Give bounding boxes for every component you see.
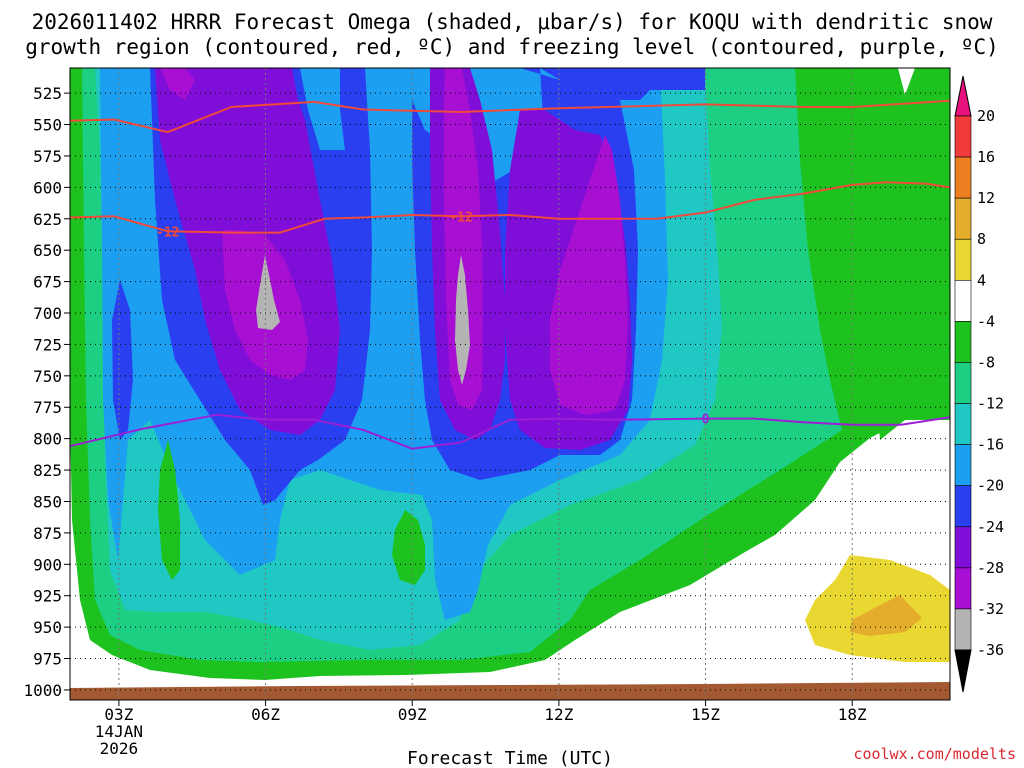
colorbar-swatch-12	[954, 608, 972, 651]
colorbar-label-11: -28	[977, 559, 1004, 577]
y-tick-label-850: 850	[33, 492, 62, 511]
colorbar-label-8: -16	[977, 436, 1004, 454]
colorbar-label-3: 8	[977, 230, 986, 248]
contour-line-1	[70, 181, 950, 234]
colorbar-swatch-8	[954, 444, 972, 486]
omega-shaded-field: -12 0 -12	[70, 68, 950, 700]
colorbar-label-0: 20	[977, 107, 995, 125]
x-tick-label-18Z: 18Z	[838, 705, 867, 724]
field-omega-minus28-c	[444, 68, 483, 410]
y-tick-label-625: 625	[33, 210, 62, 229]
contour-label-2: 0	[702, 413, 710, 428]
colorbar-label-12: -32	[977, 600, 1004, 618]
colorbar-label-13: -36	[977, 641, 1004, 659]
colorbar-swatch-4	[954, 280, 972, 322]
y-tick-label-825: 825	[33, 461, 62, 480]
contour-label-1b: -12	[449, 210, 472, 225]
field-omega-minus32-a	[256, 255, 280, 330]
chart-title-line1: 2026011402 HRRR Forecast Omega (shaded, …	[32, 10, 993, 34]
y-tick-label-750: 750	[33, 367, 62, 386]
colorbar-label-4: 4	[977, 271, 986, 289]
colorbar-label-10: -24	[977, 518, 1004, 536]
field-omega-minus20-b	[112, 280, 133, 440]
x-tick-year: 2026	[100, 739, 139, 758]
colorbar-bottom-arrow	[954, 649, 972, 693]
plot-frame	[69, 67, 951, 701]
y-tick-label-600: 600	[33, 178, 62, 197]
colorbar: 20 16 12 8 4 -4 -8 -12 -16 -20 -24 -28 -32 -36	[954, 75, 1004, 693]
field-omega-minus28-d	[550, 135, 628, 415]
y-tick-label-975: 975	[33, 650, 62, 669]
x-tick-label-09Z: 09Z	[398, 705, 427, 724]
field-omega-plus8	[850, 595, 922, 636]
colorbar-swatch-7	[954, 403, 972, 445]
colorbar-swatch-10	[954, 526, 972, 569]
y-tick-label-1000: 1000	[23, 681, 62, 700]
y-tick-label-900: 900	[33, 555, 62, 574]
contour-line-0	[70, 99, 950, 134]
y-tick-label-650: 650	[33, 241, 62, 260]
y-tick-label-525: 525	[33, 84, 62, 103]
colorbar-swatch-1	[954, 156, 972, 199]
colorbar-swatch-0	[954, 115, 972, 158]
colorbar-label-5: -4	[977, 312, 995, 330]
field-omega-minus20-d	[470, 68, 705, 100]
temperature-contours: -12 0 -12	[70, 99, 950, 450]
contour-label-1: -12	[156, 225, 179, 240]
colorbar-label-7: -12	[977, 395, 1004, 413]
colorbar-swatch-2	[954, 197, 972, 240]
y-tick-label-550: 550	[33, 116, 62, 135]
colorbar-label-9: -20	[977, 477, 1004, 495]
y-tick-label-725: 725	[33, 335, 62, 354]
colorbar-swatch-3	[954, 238, 972, 281]
x-tick-date: 14JAN	[95, 722, 143, 741]
x-tick-label-06Z: 06Z	[251, 705, 280, 724]
colorbar-swatch-11	[954, 567, 972, 610]
y-tick-label-775: 775	[33, 398, 62, 417]
credit-text: coolwx.com/modelts	[853, 745, 1016, 763]
colorbar-label-2: 12	[977, 189, 995, 207]
x-tick-label-15Z: 15Z	[691, 705, 720, 724]
field-omega-minus4-lobe-a	[158, 440, 180, 580]
colorbar-swatch-6	[954, 362, 972, 404]
y-tick-label-575: 575	[33, 147, 62, 166]
colorbar-label-6: -8	[977, 353, 995, 371]
contour-line-2	[70, 413, 950, 450]
chart-title-line2: growth region (contoured, red, ºC) and f…	[25, 35, 999, 59]
y-tick-label-950: 950	[33, 618, 62, 637]
y-tick-label-700: 700	[33, 304, 62, 323]
colorbar-swatch-5	[954, 321, 972, 363]
field-omega-neutral-notch	[898, 68, 915, 95]
x-tick-label-03Z: 03Z	[104, 705, 133, 724]
y-axis: 525 550 575 600 625 650 675 700 725 750 775 800 825 8…	[23, 84, 70, 700]
x-tick-label-12Z: 12Z	[544, 705, 573, 724]
y-tick-label-875: 875	[33, 524, 62, 543]
terrain	[70, 682, 950, 700]
field-omega-minus4-lobe-b	[392, 510, 425, 585]
colorbar-swatch-9	[954, 485, 972, 528]
y-tick-label-800: 800	[33, 430, 62, 449]
colorbar-label-1: 16	[977, 148, 995, 166]
colorbar-top-arrow	[954, 75, 972, 117]
x-axis-label: Forecast Time (UTC)	[407, 748, 613, 768]
y-tick-label-925: 925	[33, 587, 62, 606]
field-omega-minus28-a	[160, 68, 195, 100]
field-omega-minus32-b	[455, 255, 470, 385]
field-omega-minus4-upper-right	[845, 68, 950, 440]
y-tick-label-675: 675	[33, 273, 62, 292]
dotted-grid	[70, 68, 950, 700]
